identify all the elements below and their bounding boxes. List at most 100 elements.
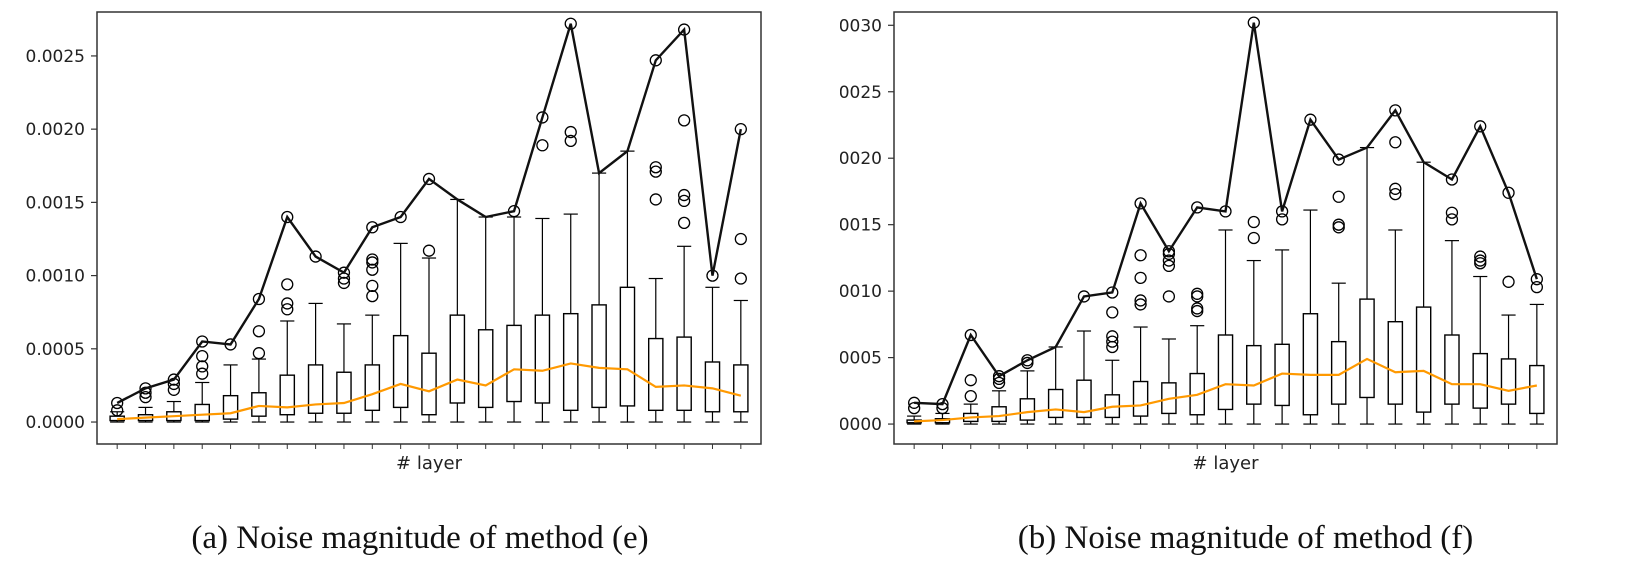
outlier-point (677, 188, 691, 202)
box-layer-12 (421, 172, 437, 423)
iqr-box (1359, 298, 1375, 399)
outlier-point (1134, 298, 1147, 311)
iqr-box (392, 334, 409, 409)
outlier-point (366, 279, 379, 292)
iqr-box (279, 374, 296, 416)
max-point (167, 373, 181, 386)
outlier-point (1389, 182, 1402, 195)
outlier-point (649, 161, 662, 174)
outlier-point (1332, 190, 1345, 203)
y-tick-label: 0.0025 (840, 83, 882, 103)
iqr-box (676, 336, 692, 412)
iqr-box (194, 403, 211, 422)
iqr-box (1076, 379, 1092, 419)
iqr-box (477, 329, 494, 409)
outlier-point (281, 297, 294, 310)
box-layer-9 (1132, 197, 1149, 425)
iqr-box (1529, 364, 1545, 415)
box-layer-9 (336, 266, 352, 423)
outlier-point (1445, 213, 1459, 226)
outlier-point (1474, 257, 1487, 270)
max-point (1162, 245, 1176, 258)
max-point (337, 266, 351, 279)
outlier-point (964, 389, 977, 403)
outlier-point (964, 374, 977, 387)
outlier-point (196, 349, 209, 363)
outlier-point (1191, 290, 1204, 303)
outlier-point (366, 253, 379, 266)
max-point (1474, 120, 1487, 133)
max-point (1445, 173, 1459, 186)
box-layer-20 (647, 54, 664, 423)
outlier-point (1106, 335, 1119, 348)
max-point (992, 370, 1006, 383)
caption-a: (a) Noise magnitude of method (e) (191, 520, 649, 556)
max-point (111, 396, 124, 410)
outlier-point (1134, 249, 1147, 262)
iqr-box (1415, 306, 1432, 413)
outlier-point (252, 347, 266, 360)
box-layer-12 (1217, 205, 1234, 425)
iqr-box (591, 304, 607, 409)
outlier-point (649, 165, 662, 178)
outlier-point (564, 125, 577, 139)
outlier-point (1445, 206, 1459, 219)
iqr-box (1132, 380, 1149, 417)
iqr-box (449, 314, 466, 404)
box-layer-14 (477, 216, 494, 423)
outlier-point (1106, 330, 1119, 343)
max-point (394, 210, 407, 224)
box-layer-5 (222, 338, 239, 423)
outlier-point (422, 244, 436, 257)
iqr-box (1472, 352, 1489, 409)
iqr-box (1330, 340, 1347, 405)
box-layer-21 (676, 23, 692, 423)
box-layer-6 (1047, 346, 1064, 425)
iqr-box (619, 286, 636, 407)
outlier-point (536, 139, 549, 152)
box-layer-23 (1529, 273, 1545, 425)
y-tick-label: 0.0000 (840, 415, 882, 435)
y-tick-label: 0.0020 (26, 120, 85, 140)
outlier-point (1162, 254, 1176, 267)
box-layer-7 (1076, 290, 1092, 425)
outlier-point (1134, 271, 1147, 284)
outlier-point (1162, 259, 1176, 273)
y-tick-label: 0.0020 (840, 149, 882, 169)
outlier-point (1191, 287, 1204, 300)
outlier-point (196, 360, 209, 373)
outlier-point (734, 232, 747, 246)
box-layer-17 (1359, 146, 1375, 425)
max-point (1134, 197, 1147, 210)
box-layer-22 (704, 269, 721, 423)
outlier-point (1191, 304, 1204, 318)
outlier-point (1247, 215, 1260, 229)
max-point (1389, 104, 1402, 117)
outlier-point (677, 194, 691, 208)
max-line (116, 23, 743, 405)
iqr-box (1387, 321, 1404, 405)
outlier-point (1275, 213, 1289, 226)
outlier-point (1332, 221, 1345, 234)
outlier-point (1134, 294, 1147, 307)
outlier-point (677, 114, 691, 127)
outlier-point (649, 193, 662, 206)
outlier-point (1106, 306, 1119, 319)
box-layer-15 (1302, 113, 1319, 425)
iqr-box (991, 406, 1007, 423)
iqr-box (534, 314, 551, 404)
box-layer-20 (1444, 173, 1460, 425)
x-axis-label: # layer (1193, 453, 1260, 474)
y-tick-label: 0.0015 (26, 193, 85, 213)
iqr-box (1500, 358, 1517, 405)
max-point (1304, 113, 1317, 126)
outlier-point (111, 404, 124, 417)
outlier-point (366, 263, 379, 276)
iqr-box (647, 337, 664, 412)
max-point (649, 54, 662, 67)
max-point (1332, 153, 1345, 166)
median-line (117, 362, 742, 421)
box-layer-11 (392, 210, 409, 423)
outlier-point (1474, 250, 1487, 263)
max-point (139, 382, 152, 395)
